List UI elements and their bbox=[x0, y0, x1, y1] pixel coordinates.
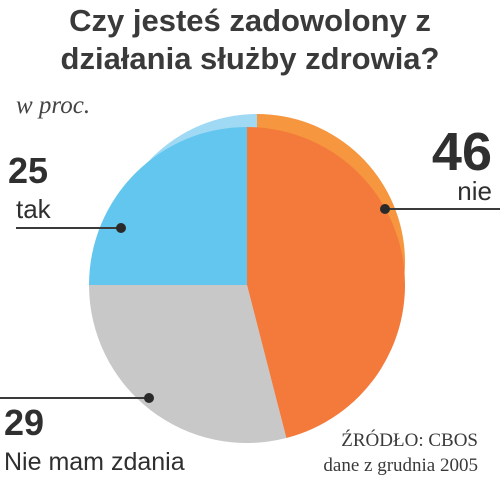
unit-label: w proc. bbox=[16, 92, 91, 119]
category-label-nie: nie bbox=[457, 176, 492, 206]
value-label-tak: 25 bbox=[8, 150, 48, 191]
pie-slice-tak bbox=[89, 127, 247, 285]
source-text: ŹRÓDŁO: CBOS bbox=[341, 430, 478, 451]
category-label-nie-mam-zdania: Nie mam zdania bbox=[4, 448, 185, 476]
source-date: dane z grudnia 2005 bbox=[323, 455, 478, 476]
pie-slice-nie-mam-zdania bbox=[89, 285, 287, 444]
leader-dot-nie-mam-zdania bbox=[144, 393, 154, 403]
source-note: ŹRÓDŁO: CBOS dane z grudnia 2005 bbox=[323, 428, 478, 478]
leader-dot-nie bbox=[380, 204, 390, 214]
leader-dot-tak bbox=[116, 223, 126, 233]
chart-title: Czy jesteś zadowolony z działania służby… bbox=[60, 3, 440, 76]
value-label-nie: 46 bbox=[432, 122, 492, 182]
value-label-nie-mam-zdania: 29 bbox=[4, 402, 44, 443]
pie-slice-nie bbox=[247, 127, 406, 439]
category-label-tak: tak bbox=[16, 194, 52, 224]
